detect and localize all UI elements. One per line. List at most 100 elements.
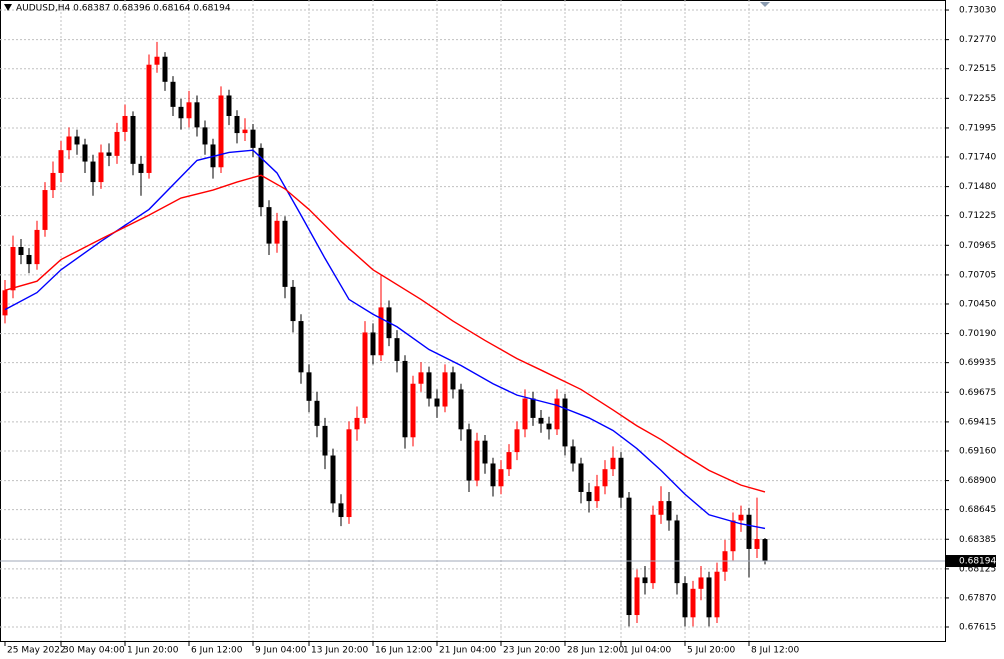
last-price-box [946, 555, 996, 568]
candle-body [522, 398, 528, 430]
candle-body [234, 115, 240, 134]
candle-body [242, 129, 248, 134]
candle-body [178, 106, 184, 119]
candle-body [618, 457, 624, 498]
candle-body [610, 457, 616, 470]
x-tick-label: 30 May 04:00 [63, 646, 125, 656]
candle-body [2, 290, 8, 316]
candle-body [434, 398, 440, 407]
candle-body [74, 136, 80, 145]
candle-body [282, 220, 288, 287]
candle-body [58, 150, 64, 173]
candle-body [690, 588, 696, 618]
y-tick-label: 0.70965 [959, 241, 996, 251]
candle-body [658, 501, 664, 515]
candle-body [114, 131, 120, 156]
candle-body [650, 514, 656, 584]
candle-body [378, 307, 384, 356]
candle-body [498, 469, 504, 487]
candle-body [570, 446, 576, 464]
x-tick-label: 21 Jun 04:00 [439, 646, 496, 656]
y-tick-label: 0.69675 [959, 388, 996, 398]
candle-body [306, 372, 312, 401]
y-tick-label: 0.71480 [959, 182, 996, 192]
candle-body [34, 229, 40, 265]
candle-body [626, 497, 632, 616]
axes: 0.73030 0.72770 0.72515 0.72255 0.71995 0.717… [4, 6, 996, 656]
candle-body [634, 577, 640, 616]
candle-body [546, 423, 552, 430]
candle-body [410, 383, 416, 438]
y-tick-label: 0.69935 [959, 358, 996, 368]
candle-body [346, 429, 352, 518]
candle-body [402, 360, 408, 438]
candle-body [226, 95, 232, 116]
candle-body [146, 64, 152, 173]
candle-body [250, 129, 256, 148]
candle-body [354, 417, 360, 430]
candle-body [130, 115, 136, 164]
candle-body [82, 144, 88, 162]
x-tick-label: 6 Jun 12:00 [191, 646, 243, 656]
y-tick-label: 0.70190 [959, 329, 996, 339]
candle-body [578, 463, 584, 492]
x-tick-label: 5 Jul 20:00 [687, 646, 736, 656]
shift-marker [760, 2, 770, 7]
y-tick-label: 0.69160 [959, 446, 996, 456]
candle-body [746, 514, 752, 549]
candle-body [170, 81, 176, 107]
candle-body [202, 127, 208, 145]
candle-body [66, 136, 72, 151]
candle-body [762, 539, 768, 562]
y-tick-label: 0.71995 [959, 123, 996, 133]
candle-body [186, 102, 192, 119]
candle-body [562, 398, 568, 447]
marks [0, 41, 945, 627]
y-tick-label: 0.68125 [959, 564, 996, 574]
candle-body [674, 520, 680, 584]
candle-body [730, 520, 736, 552]
candle-body [530, 398, 536, 418]
candle-body [714, 571, 720, 618]
y-tick-label: 0.67615 [959, 622, 996, 632]
y-tick-label: 0.73030 [959, 6, 996, 16]
candle-body [506, 452, 512, 470]
y-tick-label: 0.70705 [959, 270, 996, 280]
y-tick-label: 0.68385 [959, 535, 996, 545]
candle-body [122, 115, 128, 132]
candle-body [50, 172, 56, 191]
candle-body [738, 514, 744, 521]
y-tick-label: 0.72255 [959, 94, 996, 104]
candle-body [706, 577, 712, 618]
y-tick-label: 0.72770 [959, 35, 996, 45]
candle-body [586, 491, 592, 502]
x-tick-label: 28 Jun 12:00 [567, 646, 624, 656]
x-tick-label: 1 Jun 20:00 [127, 646, 179, 656]
candle-body [514, 429, 520, 453]
candle-body [426, 372, 432, 399]
candle-body [418, 372, 424, 384]
candle-body [602, 469, 608, 487]
candle-body [10, 247, 16, 291]
plot-frame [0, 0, 946, 642]
candle-body [450, 372, 456, 390]
moving-average [4, 174, 766, 493]
candle-body [370, 332, 376, 356]
candle-body [162, 56, 168, 82]
candle-body [666, 501, 672, 521]
candle-body [298, 321, 304, 373]
y-tick-label: 0.70450 [959, 299, 996, 309]
chart-title: AUDUSD,H4 0.68387 0.68396 0.68164 0.6819… [16, 4, 231, 14]
candle-body [290, 286, 296, 322]
candle-body [194, 102, 200, 128]
last-price-label: 0.68194 [959, 557, 996, 567]
candle-body [458, 389, 464, 430]
candle-body [394, 338, 400, 361]
candle-body [322, 425, 328, 456]
candle-body [538, 417, 544, 424]
x-tick-label: 1 Jul 04:00 [623, 646, 672, 656]
x-tick-label: 9 Jun 04:00 [255, 646, 307, 656]
candle-body [490, 463, 496, 487]
candle-body [42, 190, 48, 230]
